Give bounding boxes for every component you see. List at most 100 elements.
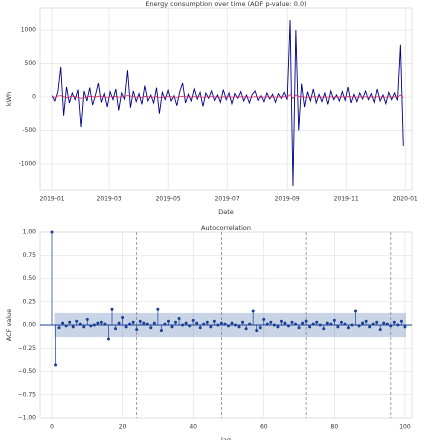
stem-marker (166, 319, 170, 323)
stem-marker (159, 329, 163, 333)
stem-marker (396, 323, 400, 327)
stem-marker (382, 321, 386, 325)
stem-marker (181, 323, 185, 327)
stem-marker (301, 321, 305, 325)
stem-marker (392, 320, 396, 324)
stem-marker (389, 324, 393, 328)
stem-marker (177, 316, 181, 320)
stem-marker (152, 321, 156, 325)
stem-marker (64, 324, 68, 328)
stem-marker (339, 320, 343, 324)
stem-marker (174, 320, 178, 324)
stem-marker (297, 326, 301, 330)
stem-marker (265, 322, 269, 326)
stem-marker (78, 322, 82, 326)
stem-marker (258, 326, 262, 330)
y-tick-label: −1.00 (18, 415, 37, 422)
x-tick-label: 20 (119, 424, 127, 431)
stem-marker (403, 325, 407, 329)
stem-marker (251, 309, 255, 313)
stem-marker (50, 230, 54, 234)
stem-marker (255, 329, 259, 333)
stem-marker (315, 320, 319, 324)
stem-marker (336, 325, 340, 329)
stem-marker (241, 320, 245, 324)
chart-title: Energy consumption over time (ADF p-valu… (145, 0, 306, 8)
x-tick-label: 2019-03 (97, 196, 122, 203)
y-tick-label: 0 (32, 93, 36, 100)
stem-marker (322, 327, 326, 331)
stem-marker (371, 322, 375, 326)
stem-marker (332, 318, 336, 322)
y-tick-label: 1000 (21, 27, 36, 34)
stem-marker (142, 321, 146, 325)
stem-marker (138, 319, 142, 323)
y-tick-label: 1.00 (23, 229, 37, 236)
stem-marker (96, 321, 100, 325)
stem-marker (361, 321, 365, 325)
y-tick-label: 0.25 (23, 298, 37, 305)
y-tick-label: 500 (25, 60, 37, 67)
stem-marker (61, 321, 65, 325)
stem-marker (106, 337, 110, 341)
stem-marker (114, 327, 118, 331)
stem-marker (202, 322, 206, 326)
stem-marker (184, 321, 188, 325)
x-tick-label: 2019-11 (334, 196, 359, 203)
stem-marker (357, 324, 361, 328)
stem-marker (131, 320, 135, 324)
stem-marker (92, 323, 96, 327)
stem-marker (198, 326, 202, 330)
x-tick-label: 2019-09 (275, 196, 300, 203)
stem-marker (329, 322, 333, 326)
stem-marker (286, 324, 290, 328)
stem-marker (188, 324, 192, 328)
stem-marker (385, 322, 389, 326)
data-line (51, 20, 404, 186)
stem-marker (99, 320, 103, 324)
stem-marker (308, 325, 312, 329)
stem-marker (262, 317, 266, 321)
stem-marker (82, 325, 86, 329)
stem-marker (294, 322, 298, 326)
x-tick-label: 80 (331, 424, 339, 431)
x-tick-label: 0 (50, 424, 54, 431)
stem-marker (124, 325, 128, 329)
stem-marker (89, 324, 93, 328)
chart-title: Autocorrelation (201, 224, 251, 232)
data-line (51, 93, 404, 99)
stem-marker (318, 323, 322, 327)
stem-marker (237, 325, 241, 329)
y-tick-label: −0.75 (18, 391, 37, 398)
stem-marker (343, 322, 347, 326)
stem-marker (110, 307, 114, 311)
x-tick-label: 60 (260, 424, 268, 431)
stem-marker (216, 323, 220, 327)
x-axis-label: Date (218, 208, 234, 216)
y-tick-label: 0.00 (23, 322, 37, 329)
stem-marker (354, 309, 358, 313)
y-tick-label: -1000 (19, 160, 37, 167)
x-tick-label: 2020-01 (393, 196, 418, 203)
y-tick-label: −0.25 (18, 345, 37, 352)
stem-marker (272, 323, 276, 327)
stem-marker (375, 320, 379, 324)
stem-marker (304, 319, 308, 323)
stem-marker (85, 317, 89, 321)
stem-marker (135, 328, 139, 332)
stem-marker (145, 322, 149, 326)
stem-marker (117, 321, 121, 325)
stem-marker (223, 322, 227, 326)
stem-marker (103, 322, 107, 326)
stem-marker (195, 321, 199, 325)
stem-marker (276, 325, 280, 329)
y-tick-label: 0.75 (23, 252, 37, 259)
stem-marker (244, 327, 248, 331)
stem-marker (121, 316, 125, 320)
x-tick-label: 2019-07 (215, 196, 240, 203)
stem-marker (269, 320, 273, 324)
y-tick-label: 0.50 (23, 275, 37, 282)
stem-marker (156, 307, 160, 311)
stem-marker (149, 326, 153, 330)
